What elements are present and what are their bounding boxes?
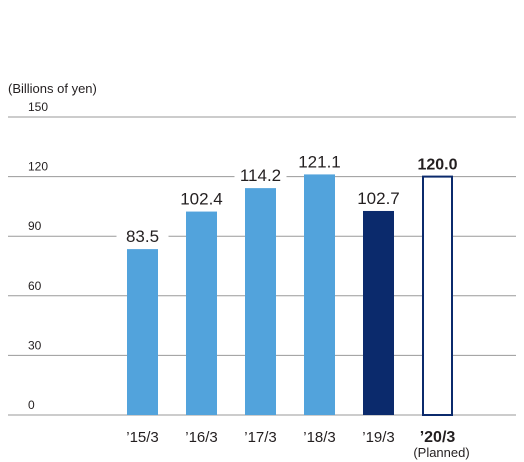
bar-4	[304, 174, 335, 415]
x-tick-label: ’20/3	[420, 429, 456, 446]
y-tick-label: 60	[28, 279, 42, 293]
x-tick-label: ’16/3	[185, 429, 218, 446]
y-tick-label: 150	[28, 100, 48, 114]
y-tick-label: 120	[28, 160, 48, 174]
y-axis-label: (Billions of yen)	[8, 81, 97, 96]
value-label: 114.2	[240, 166, 281, 185]
value-label: 102.4	[180, 190, 223, 209]
value-label-backdrop	[175, 187, 228, 208]
value-label: 120.0	[417, 157, 457, 174]
y-tick-label: 0	[28, 398, 35, 412]
x-tick-label: ’18/3	[303, 429, 336, 446]
value-label: 121.1	[298, 152, 341, 171]
y-tick-label: 30	[28, 338, 42, 352]
value-labels: 83.5 102.4 114.2 121.1 102.7 120.0	[116, 150, 464, 246]
y-tick-label: 90	[28, 219, 42, 233]
value-label-backdrop	[234, 164, 287, 185]
x-tick-labels: ’15/3 ’16/3 ’17/3 ’18/3 ’19/3 ’20/3(Planned)	[126, 429, 469, 460]
value-label-backdrop	[116, 225, 169, 246]
x-tick-label: ’17/3	[244, 429, 277, 446]
y-tick-labels: 0 30 60 90 120 150	[28, 100, 48, 412]
bar-1	[127, 249, 158, 415]
value-label: 102.7	[357, 189, 400, 208]
x-tick-label: ’15/3	[126, 429, 159, 446]
x-tick-label: ’19/3	[362, 429, 395, 446]
value-label-backdrop	[352, 186, 405, 207]
bar-6	[422, 175, 453, 416]
bar-2	[186, 211, 217, 415]
value-label-backdrop	[293, 150, 346, 171]
value-label: 83.5	[126, 227, 159, 246]
bar-5	[363, 210, 394, 415]
bar-3	[245, 188, 276, 415]
x-tick-note: (Planned)	[413, 445, 469, 460]
value-label-backdrop	[411, 152, 464, 173]
bars	[127, 174, 453, 416]
